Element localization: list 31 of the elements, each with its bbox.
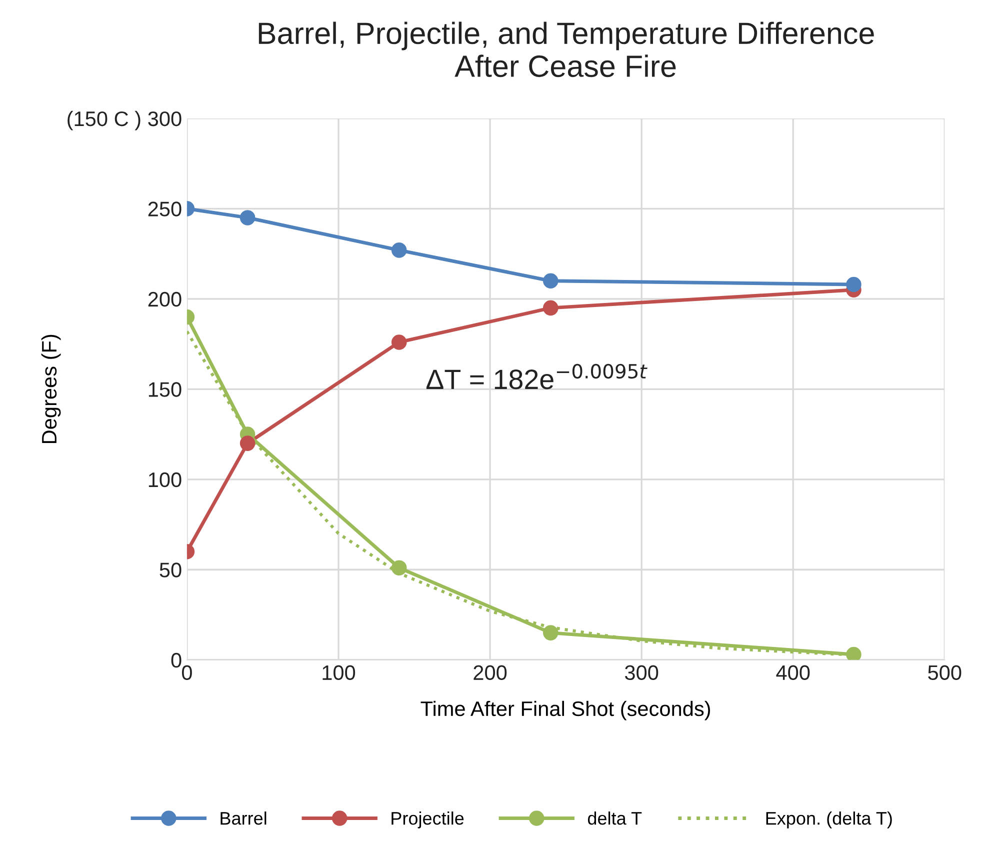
point: [240, 210, 256, 226]
point: [391, 242, 407, 258]
y-tick-label: 150: [148, 382, 182, 397]
x-tick-label: 400: [776, 665, 810, 680]
chart-title: Barrel, Projectile, and Temperature Difference After Cease Fire: [258, 22, 874, 78]
x-tick-label: 300: [624, 665, 658, 680]
legend-label: delta T: [588, 811, 642, 825]
point: [391, 334, 407, 350]
point: [846, 646, 862, 660]
y-tick-label: 200: [148, 292, 182, 307]
y-tick-label: 0: [171, 652, 182, 668]
point: [543, 273, 558, 289]
y-tick-label: 100: [148, 472, 182, 488]
y-tick-label: (150 C ) 300: [68, 110, 182, 130]
legend-label: Projectile: [392, 811, 464, 828]
y-tick-label: 50: [160, 562, 182, 578]
point: [543, 625, 558, 640]
y-tick-label: 250: [148, 202, 182, 216]
x-tick-label: 500: [928, 665, 962, 680]
x-tick-label: 100: [322, 665, 356, 680]
x-axis-title: Time After Final Shot (seconds): [420, 700, 710, 720]
annotation: ΔT = 182e$^{−0.0095t}$: [426, 364, 648, 390]
point: [240, 436, 256, 451]
point: [846, 276, 862, 292]
point: [391, 560, 407, 576]
legend-label: Barrel: [220, 811, 266, 825]
point: [543, 300, 558, 316]
y-axis-title: Degrees (F): [41, 334, 61, 444]
legend-label: Expon. (delta T): [766, 811, 892, 828]
x-tick-label: 0: [182, 665, 192, 680]
x-tick-label: 200: [474, 665, 507, 680]
